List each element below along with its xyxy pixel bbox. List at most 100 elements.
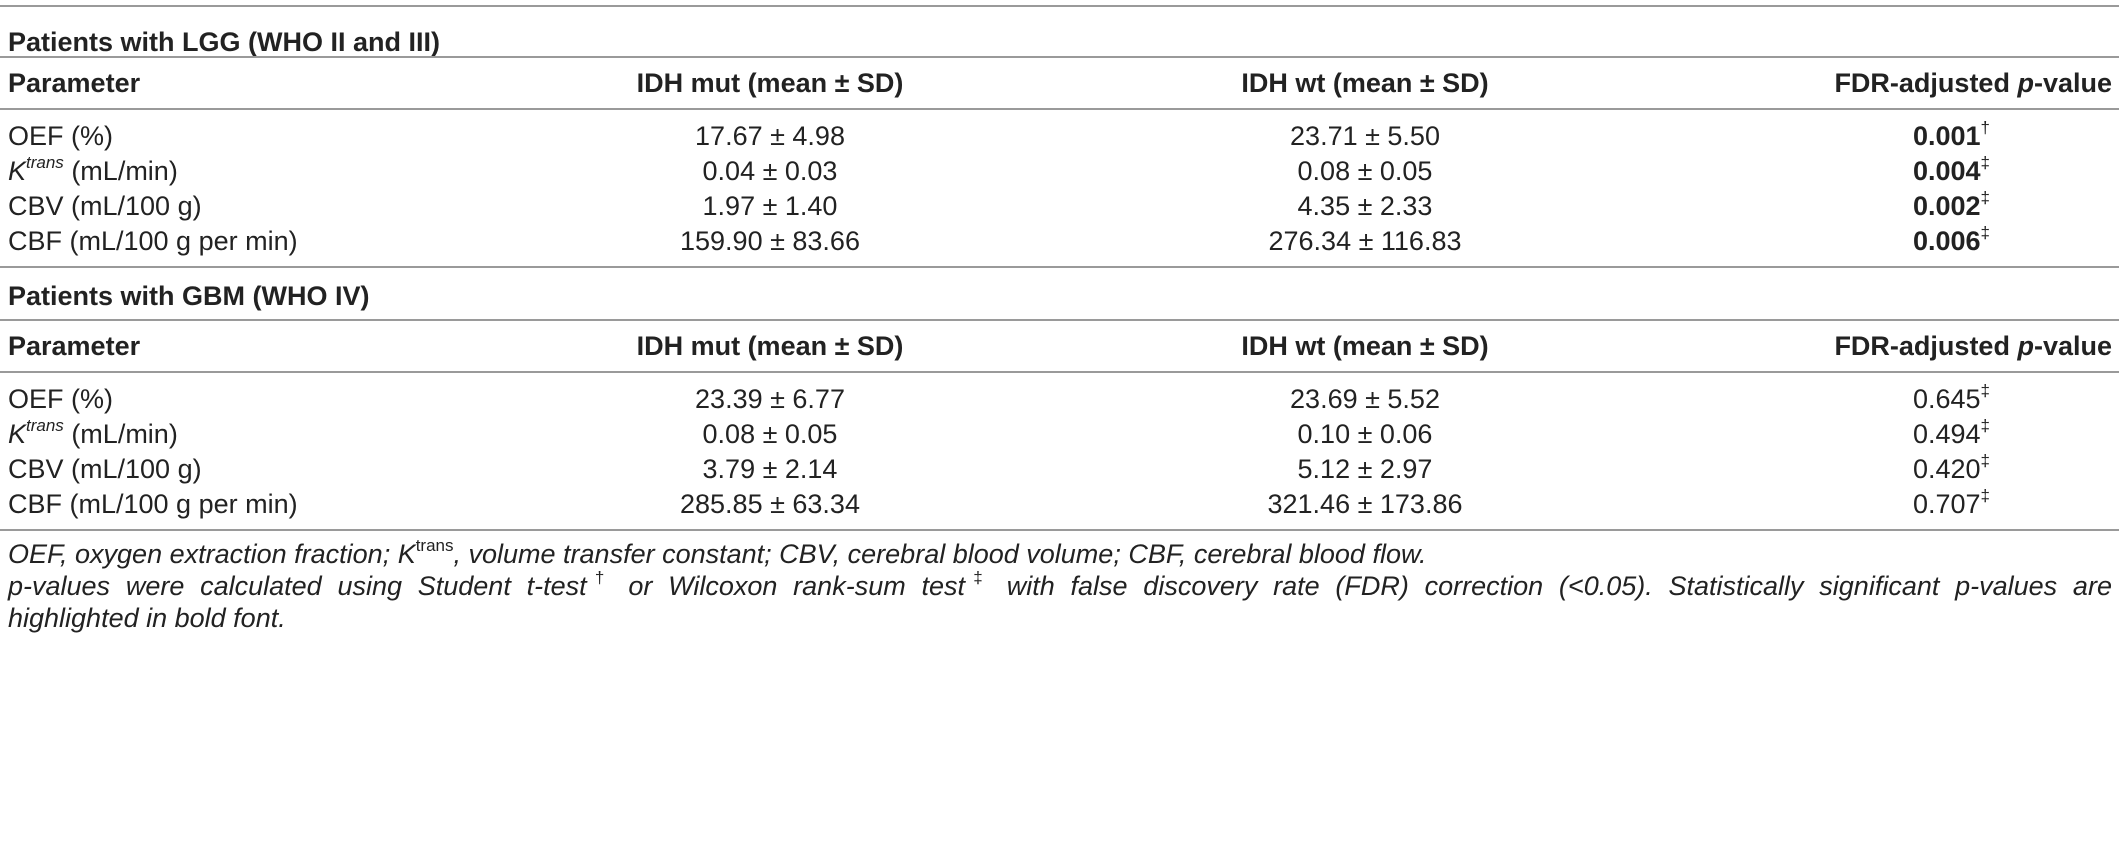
cell-idh-mut: 0.08 ± 0.05 xyxy=(702,419,838,449)
header-p-suffix: -value xyxy=(2033,331,2112,361)
param-k: K xyxy=(8,156,27,186)
cell-parameter: Ktrans (mL/min) xyxy=(8,411,178,457)
p-value-mark: ‡ xyxy=(1980,451,1990,470)
cell-parameter: OEF (%) xyxy=(8,121,113,151)
table-top-rule xyxy=(0,5,2119,7)
footnote-sup: trans xyxy=(415,536,454,555)
table-footnote-statistics: p-values were calculated using Student t… xyxy=(8,568,2112,602)
param-rest: (mL/min) xyxy=(63,419,178,449)
header-p-prefix: FDR-adjusted xyxy=(1834,68,2018,98)
table-header-row: Parameter IDH mut (mean ± SD) IDH wt (me… xyxy=(0,323,2119,369)
table-row: OEF (%) 17.67 ± 4.98 23.71 ± 5.50 0.001† xyxy=(0,113,2119,159)
footnote-dagger: † xyxy=(586,568,613,587)
cell-p-value: 0.707‡ xyxy=(1760,481,1990,527)
p-value-mark: ‡ xyxy=(1980,153,1990,172)
p-value-number: 0.420 xyxy=(1912,454,1981,484)
cell-idh-wt: 4.35 ± 2.33 xyxy=(1297,191,1433,221)
section-rule xyxy=(0,56,2119,58)
cell-idh-wt: 5.12 ± 2.97 xyxy=(1297,454,1433,484)
param-sup: trans xyxy=(26,153,64,172)
cell-idh-mut: 0.04 ± 0.03 xyxy=(702,156,838,186)
header-parameter: Parameter xyxy=(8,331,141,361)
cell-parameter: OEF (%) xyxy=(8,384,113,414)
cell-idh-mut: 1.97 ± 1.40 xyxy=(702,191,838,221)
section-title-lgg: Patients with LGG (WHO II and III) xyxy=(8,27,440,57)
p-value-mark: ‡ xyxy=(1980,486,1990,505)
p-value-number: 0.002 xyxy=(1912,191,1981,221)
table-row: CBV (mL/100 g) 3.79 ± 2.14 5.12 ± 2.97 0… xyxy=(0,446,2119,492)
section-rule xyxy=(0,319,2119,321)
param-rest: (mL/min) xyxy=(63,156,178,186)
header-p-italic: p xyxy=(2017,68,2034,98)
cell-idh-mut: 17.67 ± 4.98 xyxy=(695,121,845,151)
table-footnote-bold-note: highlighted in bold font. xyxy=(8,602,2112,634)
p-value-mark: † xyxy=(1980,118,1990,137)
cell-p-value: 0.420‡ xyxy=(1760,446,1990,492)
p-value-number: 0.004 xyxy=(1912,156,1981,186)
cell-p-value: 0.002‡ xyxy=(1760,183,1990,229)
cell-idh-wt: 23.71 ± 5.50 xyxy=(1290,121,1440,151)
cell-parameter: CBV (mL/100 g) xyxy=(8,191,202,221)
cell-parameter: CBV (mL/100 g) xyxy=(8,454,202,484)
cell-p-value: 0.004‡ xyxy=(1760,148,1990,194)
footnote-text: p-values were calculated using Student t… xyxy=(8,571,587,601)
header-rule xyxy=(0,371,2119,373)
table-row: Ktrans (mL/min) 0.08 ± 0.05 0.10 ± 0.06 … xyxy=(0,411,2119,457)
cell-idh-wt: 23.69 ± 5.52 xyxy=(1290,384,1440,414)
cell-idh-wt: 276.34 ± 116.83 xyxy=(1268,226,1462,256)
header-p-value: FDR-adjusted p-value xyxy=(1650,323,2112,369)
cell-idh-mut: 159.90 ± 83.66 xyxy=(680,226,860,256)
cell-p-value: 0.006‡ xyxy=(1760,218,1990,264)
header-rule xyxy=(0,108,2119,110)
cell-idh-wt: 321.46 ± 173.86 xyxy=(1267,489,1463,519)
p-value-number: 0.645 xyxy=(1912,384,1981,414)
p-value-number: 0.001 xyxy=(1912,121,1981,151)
cell-parameter: CBF (mL/100 g per min) xyxy=(8,226,298,256)
table-row: CBF (mL/100 g per min) 285.85 ± 63.34 32… xyxy=(0,481,2119,527)
p-value-number: 0.494 xyxy=(1912,419,1981,449)
footnote-text: or Wilcoxon rank-sum test xyxy=(612,571,965,601)
cell-p-value: 0.645‡ xyxy=(1760,376,1990,422)
header-p-value: FDR-adjusted p-value xyxy=(1650,60,2112,106)
section-end-rule xyxy=(0,266,2119,268)
header-parameter: Parameter xyxy=(8,68,141,98)
table-footnote-abbreviations: OEF, oxygen extraction fraction; Ktrans,… xyxy=(8,536,2112,570)
cell-idh-mut: 285.85 ± 63.34 xyxy=(680,489,860,519)
header-idh-mut: IDH mut (mean ± SD) xyxy=(636,331,904,361)
section-title-gbm: Patients with GBM (WHO IV) xyxy=(8,281,370,311)
p-value-mark: ‡ xyxy=(1980,223,1990,242)
footnote-text: with false discovery rate (FDR) correcti… xyxy=(990,571,2112,601)
cell-idh-mut: 23.39 ± 6.77 xyxy=(695,384,845,414)
p-value-number: 0.006 xyxy=(1912,226,1981,256)
param-k: K xyxy=(8,419,27,449)
table-row: OEF (%) 23.39 ± 6.77 23.69 ± 5.52 0.645‡ xyxy=(0,376,2119,422)
footnote-text: , volume transfer constant; CBV, cerebra… xyxy=(453,539,1427,569)
table-bottom-rule xyxy=(0,529,2119,531)
param-sup: trans xyxy=(26,416,64,435)
cell-p-value: 0.494‡ xyxy=(1760,411,1990,457)
cell-idh-wt: 0.10 ± 0.06 xyxy=(1297,419,1433,449)
footnote-text: highlighted in bold font. xyxy=(8,603,286,633)
cell-idh-mut: 3.79 ± 2.14 xyxy=(702,454,838,484)
header-idh-wt: IDH wt (mean ± SD) xyxy=(1241,68,1489,98)
footnote-double-dagger: ‡ xyxy=(964,568,991,587)
table-row: CBF (mL/100 g per min) 159.90 ± 83.66 27… xyxy=(0,218,2119,264)
cell-p-value: 0.001† xyxy=(1760,113,1990,159)
header-p-italic: p xyxy=(2017,331,2034,361)
cell-parameter: Ktrans (mL/min) xyxy=(8,148,178,194)
cell-parameter: CBF (mL/100 g per min) xyxy=(8,489,298,519)
p-value-mark: ‡ xyxy=(1980,416,1990,435)
p-value-number: 0.707 xyxy=(1912,489,1981,519)
table-row: Ktrans (mL/min) 0.04 ± 0.03 0.08 ± 0.05 … xyxy=(0,148,2119,194)
header-idh-wt: IDH wt (mean ± SD) xyxy=(1241,331,1489,361)
footnote-text: OEF, oxygen extraction fraction; K xyxy=(8,539,416,569)
cell-idh-wt: 0.08 ± 0.05 xyxy=(1297,156,1433,186)
header-p-prefix: FDR-adjusted xyxy=(1834,331,2018,361)
table-row: CBV (mL/100 g) 1.97 ± 1.40 4.35 ± 2.33 0… xyxy=(0,183,2119,229)
header-idh-mut: IDH mut (mean ± SD) xyxy=(636,68,904,98)
header-p-suffix: -value xyxy=(2033,68,2112,98)
table-header-row: Parameter IDH mut (mean ± SD) IDH wt (me… xyxy=(0,60,2119,106)
p-value-mark: ‡ xyxy=(1980,188,1990,207)
p-value-mark: ‡ xyxy=(1980,381,1990,400)
